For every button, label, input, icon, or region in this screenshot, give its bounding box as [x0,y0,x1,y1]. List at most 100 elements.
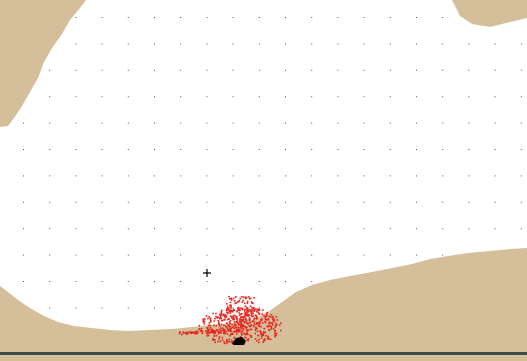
particle [267,318,270,320]
particle [228,338,231,340]
particle [246,311,249,314]
particle [252,302,254,305]
particle [214,332,217,334]
particle [238,309,240,312]
particle [260,337,263,339]
particle [255,323,258,325]
particle [236,322,239,324]
particle [244,305,247,307]
particle [245,327,248,329]
particle [270,314,273,316]
particle [208,328,211,331]
particle [228,324,230,326]
particle [253,297,255,299]
particle [236,310,239,312]
particle [261,318,263,320]
particle [250,336,252,338]
particle [240,321,243,323]
particle [217,331,220,334]
particle [218,336,221,338]
border-line [0,352,527,355]
particle [245,336,247,339]
particle [236,315,238,318]
particle [232,318,234,321]
particle [240,332,243,334]
particle [228,321,231,323]
particle [256,330,259,333]
particle [230,316,233,318]
particle [253,310,256,312]
particle [242,316,245,319]
particle [201,331,204,333]
particle [246,310,248,313]
particle [245,297,247,300]
particle [274,332,276,334]
particle [241,334,243,336]
particle [219,328,221,331]
particle [241,301,244,303]
particle [229,315,232,317]
particle [243,325,245,327]
particle [207,330,209,332]
particle [256,321,258,324]
particle [260,333,262,335]
particle [209,324,211,327]
particle [200,327,203,330]
particle [226,339,228,342]
particle [273,320,275,323]
particle [225,325,227,328]
particle [267,338,269,340]
particle [212,338,214,341]
particle [262,341,264,343]
particle [235,333,238,336]
particle [231,310,234,312]
particle [241,316,243,318]
particle [229,341,231,343]
particle [265,315,268,317]
particle [248,325,250,327]
particle [232,297,235,300]
particle [219,340,221,343]
particle [195,331,197,333]
particle [248,319,251,322]
particle [263,339,265,342]
particle [264,315,267,318]
particle [212,330,214,333]
particle [275,322,277,325]
particle [251,306,253,309]
particle [227,328,229,330]
particle [251,315,254,318]
particle [270,326,273,328]
particle [202,321,205,323]
particle [219,317,221,320]
particle [245,296,248,299]
particle [250,315,253,317]
particle [275,334,277,337]
particle [202,319,205,322]
particle [267,338,270,340]
particle [219,314,222,317]
particle [220,332,222,334]
particle [266,311,268,314]
particle [230,304,232,306]
particle [267,336,269,339]
particle [245,329,248,331]
particle [234,323,236,325]
particle [258,313,260,316]
particle [241,308,244,311]
particle [238,312,240,314]
particle [264,321,267,324]
particle [253,306,255,309]
particle [207,324,210,327]
particle [243,321,246,323]
particle [200,330,203,332]
particle [249,305,252,307]
particle [239,327,242,329]
particle [269,325,272,327]
particle [241,330,243,332]
particle [204,318,206,320]
particle [257,334,260,337]
particle [249,297,252,300]
particle [224,332,227,335]
